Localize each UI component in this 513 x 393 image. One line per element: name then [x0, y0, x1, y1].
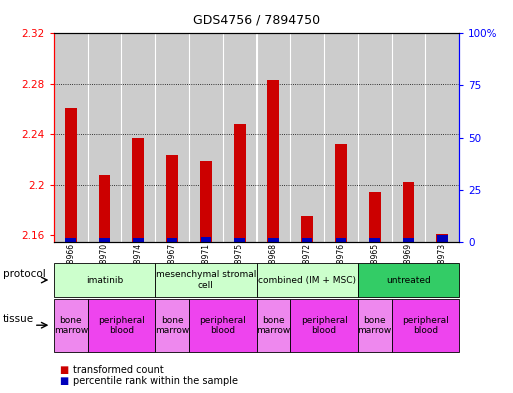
Bar [268, 238, 279, 242]
Bar [403, 182, 415, 242]
Text: tissue: tissue [3, 314, 34, 324]
Bar [301, 217, 313, 242]
Bar [358, 33, 391, 242]
Bar [200, 161, 212, 242]
Bar [290, 33, 324, 242]
Text: combined (IM + MSC): combined (IM + MSC) [258, 275, 356, 285]
Text: peripheral
blood: peripheral blood [301, 316, 347, 335]
Bar [425, 33, 459, 242]
Bar [189, 33, 223, 242]
Bar [234, 238, 245, 242]
Bar [54, 33, 88, 242]
Text: ■: ■ [59, 376, 68, 386]
Text: peripheral
blood: peripheral blood [98, 316, 145, 335]
Text: percentile rank within the sample: percentile rank within the sample [73, 376, 239, 386]
Bar [391, 33, 425, 242]
Bar [267, 80, 279, 242]
Text: mesenchymal stromal
cell: mesenchymal stromal cell [155, 270, 256, 290]
Text: GDS4756 / 7894750: GDS4756 / 7894750 [193, 14, 320, 27]
Text: imatinib: imatinib [86, 275, 123, 285]
Bar [324, 33, 358, 242]
Text: transformed count: transformed count [73, 365, 164, 375]
Text: peripheral
blood: peripheral blood [200, 316, 246, 335]
Bar [88, 33, 122, 242]
Bar [403, 238, 414, 242]
Bar [369, 238, 380, 242]
Bar [437, 235, 447, 242]
Text: untreated: untreated [386, 275, 431, 285]
Bar [132, 138, 144, 242]
Bar [99, 238, 110, 242]
Bar [122, 33, 155, 242]
Text: bone
marrow: bone marrow [358, 316, 392, 335]
Bar [256, 33, 290, 242]
Text: protocol: protocol [3, 269, 45, 279]
Bar [201, 237, 211, 242]
Text: ■: ■ [59, 365, 68, 375]
Bar [223, 33, 256, 242]
Bar [155, 33, 189, 242]
Text: bone
marrow: bone marrow [155, 316, 189, 335]
Bar [65, 108, 76, 242]
Bar [98, 175, 110, 242]
Text: peripheral
blood: peripheral blood [402, 316, 449, 335]
Text: bone
marrow: bone marrow [256, 316, 290, 335]
Text: bone
marrow: bone marrow [54, 316, 88, 335]
Bar [167, 238, 177, 242]
Bar [166, 154, 178, 242]
Bar [437, 234, 448, 242]
Bar [336, 238, 346, 242]
Bar [133, 238, 144, 242]
Bar [66, 238, 76, 242]
Bar [369, 193, 381, 242]
Bar [302, 238, 312, 242]
Bar [234, 124, 246, 242]
Bar [335, 145, 347, 242]
